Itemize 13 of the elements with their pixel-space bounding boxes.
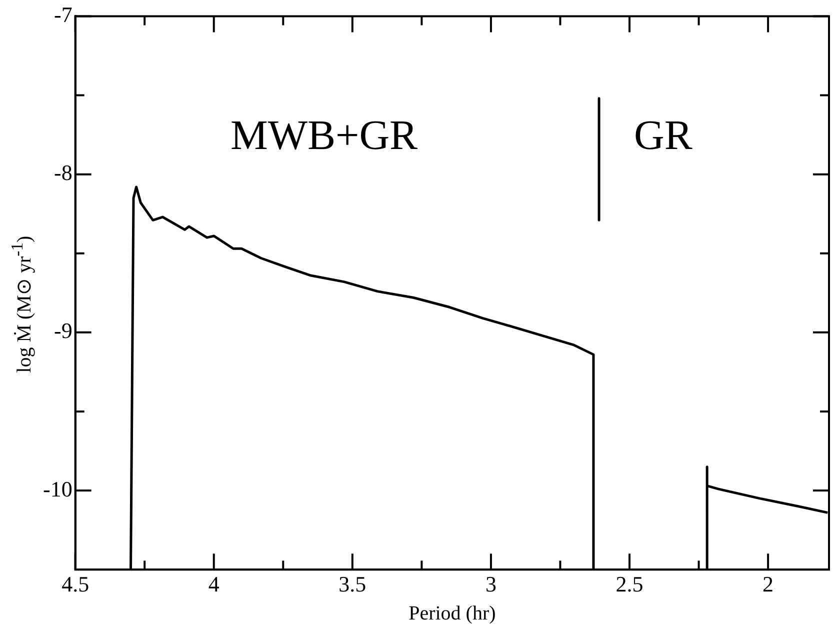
x-tick-label: 4 xyxy=(208,572,220,597)
annotation: GR xyxy=(634,112,692,159)
x-tick-label: 3.5 xyxy=(338,572,366,597)
y-tick-label: -8 xyxy=(54,160,72,186)
x-axis-title: Period (hr) xyxy=(408,602,496,624)
x-tick-label: 3 xyxy=(485,572,496,597)
y-tick-label: -7 xyxy=(54,2,72,27)
annotation: MWB+GR xyxy=(230,112,418,159)
x-tick-label: 2 xyxy=(762,572,774,597)
y-tick-label: -9 xyxy=(54,318,72,344)
x-tick-label: 2.5 xyxy=(616,572,644,597)
x-tick-label: 4.5 xyxy=(62,572,90,597)
y-tick-label: -10 xyxy=(43,476,72,502)
